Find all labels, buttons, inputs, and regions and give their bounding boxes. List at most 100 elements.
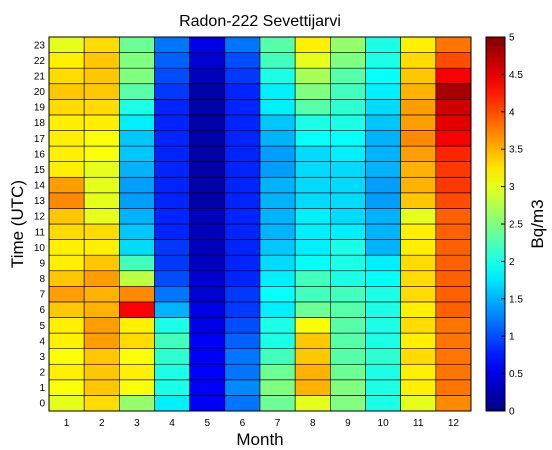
heatmap-cell [83,130,120,147]
heatmap-cell [294,395,331,412]
heatmap-cell [189,348,226,365]
heatmap-cell [294,348,331,365]
heatmap-cell [435,363,472,381]
heatmap-cell [294,301,331,318]
heatmap-cell [83,332,120,349]
x-axis-label: Month [236,430,283,449]
heatmap-cell [400,379,437,396]
heatmap-cell [48,301,85,318]
heatmap-cell [435,99,472,116]
heatmap-cell [119,239,155,256]
heatmap-cell [48,67,85,85]
y-tick-label: 1 [39,383,45,394]
heatmap-cell [435,192,472,209]
y-tick-label: 10 [34,243,46,254]
heatmap-cell [119,254,155,272]
heatmap-cell [435,83,472,100]
heatmap-cell [400,161,437,178]
colorbar-tick-label: 0.5 [509,369,523,380]
heatmap-cell [330,67,366,85]
heatmap-cell [365,114,401,131]
heatmap-cell [224,99,261,116]
heatmap-cell [294,176,331,194]
heatmap-cell [154,363,190,381]
chart-title: Radon-222 Sevettijarvi [179,13,341,30]
heatmap-cell [365,223,401,240]
heatmap-cell [154,348,190,365]
y-tick-label: 16 [34,149,46,160]
heatmap-cell [435,270,472,287]
colorbar-label: Bq/m3 [528,199,547,248]
heatmap-cell [189,83,226,100]
heatmap-cell [294,332,331,349]
heatmap-cell [224,161,261,178]
heatmap-cell [259,52,296,69]
heatmap-cell [119,83,155,100]
heatmap-cell [48,223,85,240]
heatmap-cell [259,192,296,209]
heatmap-cell [119,67,155,85]
y-tick-label: 3 [39,352,45,363]
heatmap-cell [330,363,366,381]
heatmap-cell [154,254,190,272]
heatmap-cell [330,176,366,194]
heatmap-cell [48,239,85,256]
heatmap-cell [330,192,366,209]
heatmap-cell [119,36,155,53]
heatmap-cell [189,192,226,209]
colorbar-tick-label: 3.5 [509,145,523,156]
colorbar-tick-label: 2 [509,257,515,268]
heatmap-cell [330,270,366,287]
heatmap-cell [400,67,437,85]
heatmap-cell [435,348,472,365]
heatmap-cell [365,67,401,85]
heatmap-cell [259,332,296,349]
heatmap-cell [365,239,401,256]
heatmap-cell [154,36,190,53]
heatmap-cell [400,348,437,365]
heatmap-cell [259,348,296,365]
heatmap-cell [365,254,401,272]
colorbar-tick-labels: 0 0.5 1 1.5 2 2.5 3 3.5 4 4.5 5 [501,33,523,418]
heatmap-cell [400,286,437,303]
heatmap-cell [294,161,331,178]
heatmap-cell [259,208,296,225]
heatmap-cell [154,239,190,256]
heatmap-cell [400,223,437,240]
heatmap-cell [119,363,155,381]
heatmap-cell [435,379,472,396]
y-tick-label: 9 [39,258,45,269]
x-tick-label: 12 [448,418,460,429]
heatmap-cell [259,270,296,287]
heatmap-cell [330,286,366,303]
heatmap-cell [294,83,331,100]
heatmap-cell [400,36,437,53]
colorbar-tick-label: 2.5 [509,220,523,231]
heatmap-cell [83,145,120,162]
heatmap-cell [330,208,366,225]
heatmap-cell [435,114,472,131]
colorbar-tick-label: 1 [509,332,515,343]
heatmap-cell [224,83,261,100]
heatmap-cell [435,208,472,225]
heatmap-cell [224,239,261,256]
heatmap-cell [259,67,296,85]
heatmap-cell [154,145,190,162]
heatmap-cell [224,254,261,272]
heatmap-cell [330,348,366,365]
x-tick-label: 6 [240,418,246,429]
heatmap-cell [259,395,296,412]
y-tick-label: 11 [35,227,46,238]
heatmap-cell [400,145,437,162]
heatmap-cell [365,99,401,116]
heatmap-cell [48,176,85,194]
y-tick-label: 7 [39,290,45,301]
heatmap-cell [365,176,401,194]
heatmap-cell [330,130,366,147]
heatmap-cell [189,52,226,69]
y-tick-label: 22 [34,56,46,67]
heatmap-cell [294,67,331,85]
x-tick-label: 3 [134,418,140,429]
heatmap-cell [154,83,190,100]
heatmap-cell [83,176,120,194]
